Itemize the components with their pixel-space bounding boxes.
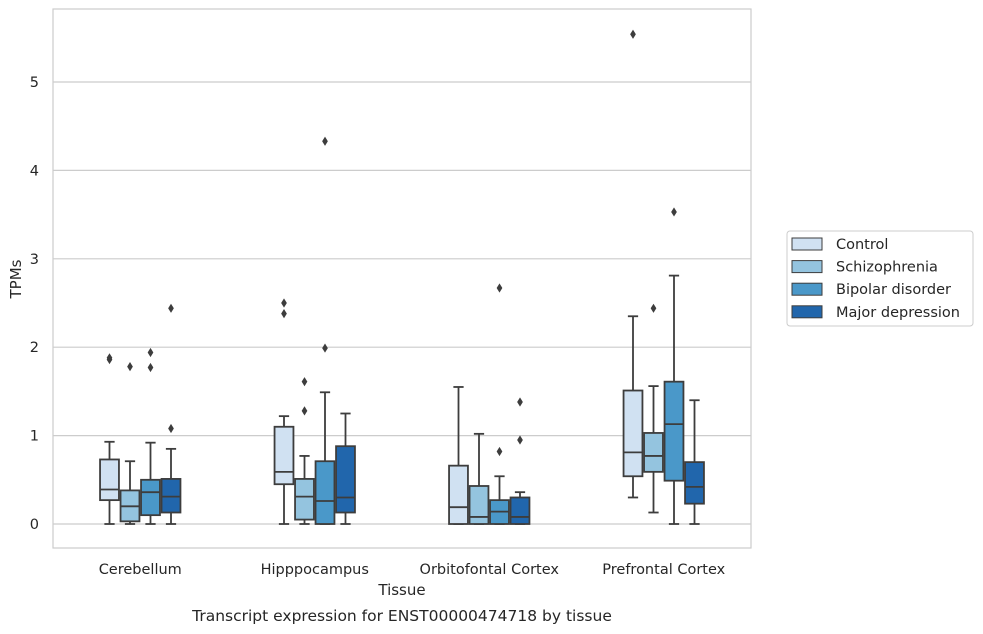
outlier-point	[301, 406, 308, 416]
y-tick-label: 0	[30, 517, 39, 533]
outlier-point	[127, 362, 133, 372]
y-tick-label: 2	[30, 340, 39, 356]
outlier-point	[301, 377, 308, 387]
legend-label: Bipolar disorder	[836, 282, 951, 298]
y-tick-labels: 0 1 2 3 4 5	[30, 75, 39, 533]
y-tick-label: 3	[30, 252, 39, 268]
iqr-box	[448, 464, 469, 525]
boxplot-box	[643, 303, 664, 514]
outlier-point	[168, 423, 174, 434]
legend-label: Major depression	[836, 305, 960, 321]
x-tick-label: Hipppocampus	[261, 562, 369, 578]
legend-label: Schizophrenia	[836, 260, 938, 276]
iqr-box	[140, 478, 161, 517]
legend-swatch	[791, 237, 823, 251]
boxplot-box	[468, 432, 490, 525]
legend-swatch	[791, 305, 823, 319]
boxplot-box	[448, 386, 469, 525]
outlier-point	[322, 136, 328, 146]
x-tick-label: Orbitofontal Cortex	[420, 562, 560, 578]
iqr-box	[622, 389, 644, 478]
outlier-point	[650, 303, 657, 313]
outlier-point	[281, 298, 287, 308]
boxplot-box	[273, 298, 295, 525]
x-axis-label: Tissue	[377, 581, 425, 599]
outlier-point	[106, 353, 113, 363]
boxplot-box	[335, 412, 356, 525]
outlier-point	[496, 283, 503, 293]
boxplot-box	[509, 397, 531, 525]
x-tick-label: Cerebellum	[99, 562, 182, 578]
boxplot-box	[140, 347, 161, 525]
iqr-box	[509, 496, 531, 525]
legend-swatch	[791, 282, 823, 296]
outlier-point	[630, 29, 636, 39]
outlier-point	[517, 397, 523, 407]
boxplot-box	[99, 353, 120, 525]
boxplot-box	[294, 377, 315, 525]
outlier-point	[322, 343, 328, 353]
legend: Control Schizophrenia Bipolar disorder Majo…	[786, 230, 974, 327]
boxplot-box	[119, 362, 141, 525]
iqr-box	[663, 380, 685, 482]
outlier-point	[281, 309, 287, 319]
outlier-point	[671, 207, 677, 217]
outlier-point	[168, 303, 174, 313]
x-tick-labels: Cerebellum Hipppocampus Orbitofontal Corte…	[99, 562, 726, 578]
y-axis-label: TPMs	[7, 259, 25, 299]
outlier-point	[496, 446, 503, 457]
gridlines	[53, 81, 751, 525]
y-tick-label: 1	[30, 429, 39, 445]
outlier-point	[517, 435, 523, 445]
iqr-box	[684, 461, 705, 505]
legend-label: Control	[836, 237, 888, 253]
boxplot-box	[684, 399, 705, 525]
box-groups	[99, 29, 705, 525]
legend-frame	[786, 230, 974, 327]
boxplot-box	[663, 207, 685, 525]
iqr-box	[99, 458, 120, 502]
iqr-box	[468, 485, 490, 525]
iqr-box	[335, 445, 356, 514]
iqr-box	[314, 460, 336, 525]
boxplot-box	[489, 283, 510, 525]
boxplot-box	[622, 29, 644, 499]
outlier-point	[147, 347, 154, 358]
iqr-box	[294, 478, 315, 521]
y-tick-label: 5	[30, 75, 39, 91]
y-tick-label: 4	[30, 163, 39, 179]
boxplot-box	[314, 136, 336, 525]
iqr-box	[273, 425, 295, 486]
chart-caption: Transcript expression for ENST0000047471…	[191, 607, 612, 625]
iqr-box	[643, 432, 664, 473]
plot-area-frame	[52, 8, 752, 549]
boxplot-box	[160, 303, 182, 525]
outlier-point	[147, 362, 154, 373]
x-tick-label: Prefrontal Cortex	[602, 562, 725, 578]
legend-swatch	[791, 260, 823, 274]
